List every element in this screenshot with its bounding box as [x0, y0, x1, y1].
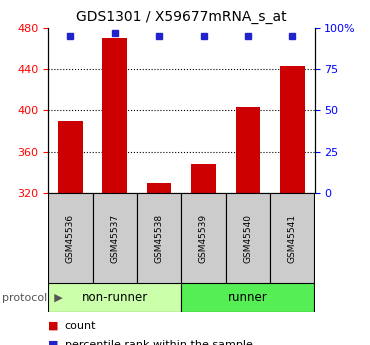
Text: ■: ■ — [48, 340, 58, 345]
Bar — [92, 193, 137, 283]
Text: GSM45537: GSM45537 — [110, 214, 119, 263]
Text: non-runner: non-runner — [81, 291, 148, 304]
Bar — [191, 164, 216, 193]
Bar — [48, 193, 92, 283]
Bar — [102, 38, 127, 193]
Bar — [181, 193, 226, 283]
Bar — [147, 183, 171, 193]
Bar — [236, 107, 260, 193]
Bar — [270, 193, 314, 283]
Title: GDS1301 / X59677mRNA_s_at: GDS1301 / X59677mRNA_s_at — [76, 10, 287, 24]
Bar — [58, 121, 83, 193]
Text: percentile rank within the sample: percentile rank within the sample — [65, 340, 253, 345]
Text: GSM45538: GSM45538 — [155, 214, 164, 263]
Text: GSM45536: GSM45536 — [66, 214, 75, 263]
Text: count: count — [65, 321, 96, 331]
Bar — [181, 283, 314, 312]
Text: GSM45540: GSM45540 — [243, 214, 252, 263]
Text: protocol  ▶: protocol ▶ — [2, 293, 63, 303]
Text: GSM45541: GSM45541 — [288, 214, 297, 263]
Bar — [48, 283, 181, 312]
Text: runner: runner — [228, 291, 268, 304]
Text: GSM45539: GSM45539 — [199, 214, 208, 263]
Bar — [226, 193, 270, 283]
Bar — [137, 193, 181, 283]
Text: ■: ■ — [48, 321, 58, 331]
Bar — [280, 66, 305, 193]
